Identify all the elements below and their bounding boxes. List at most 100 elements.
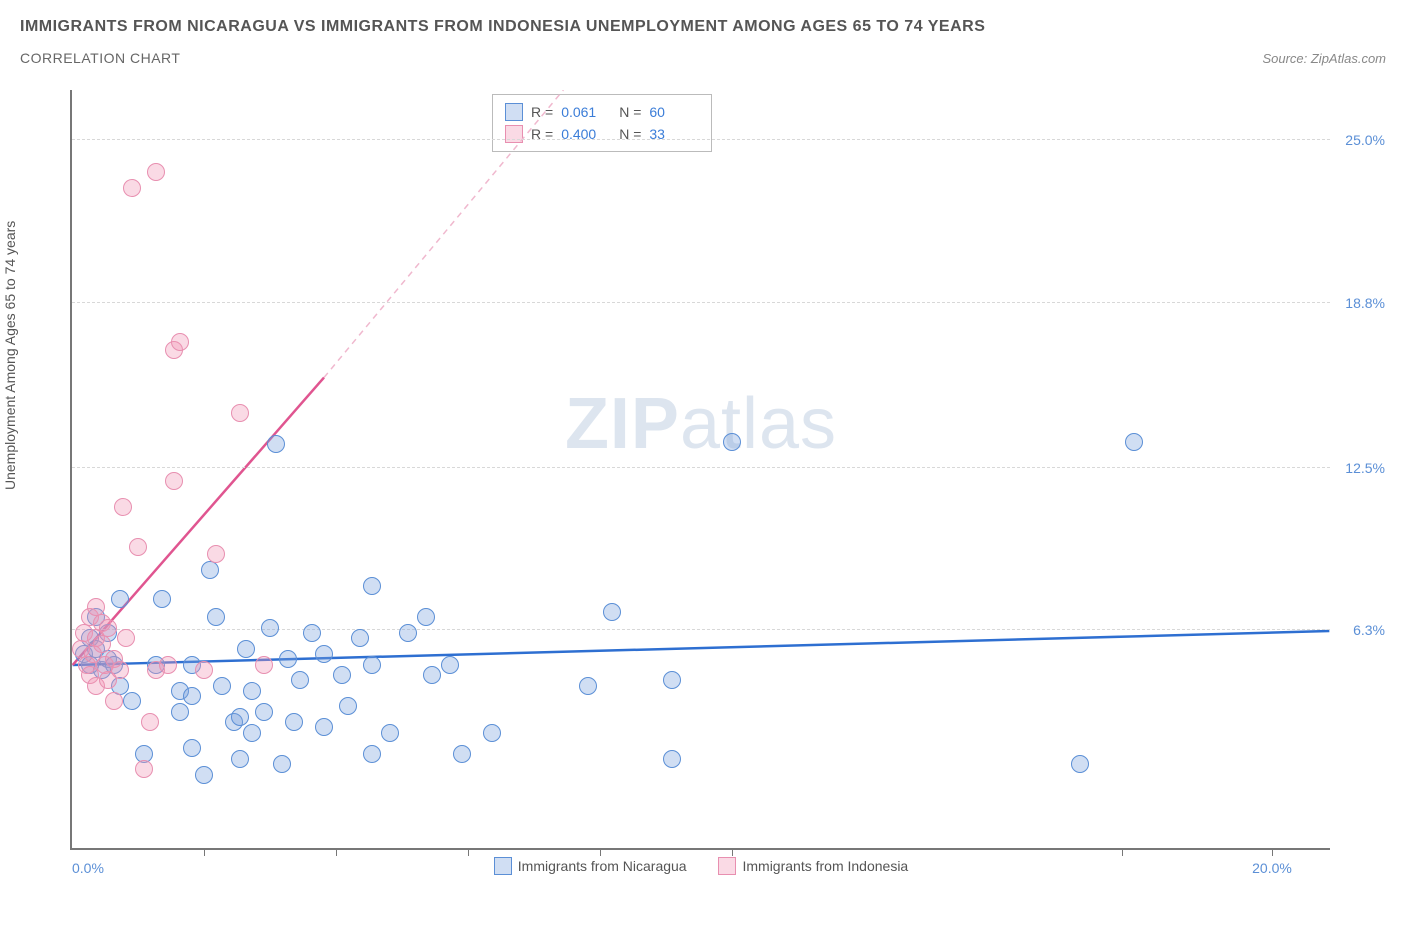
data-point bbox=[153, 590, 171, 608]
legend-label-indonesia: Immigrants from Indonesia bbox=[742, 858, 908, 874]
n-value-nicaragua: 60 bbox=[649, 101, 699, 123]
data-point bbox=[201, 561, 219, 579]
data-point bbox=[231, 708, 249, 726]
data-point bbox=[279, 650, 297, 668]
data-point bbox=[417, 608, 435, 626]
header: IMMIGRANTS FROM NICARAGUA VS IMMIGRANTS … bbox=[0, 0, 1406, 66]
data-point bbox=[255, 703, 273, 721]
data-point bbox=[207, 545, 225, 563]
data-point bbox=[315, 718, 333, 736]
data-point bbox=[255, 656, 273, 674]
plot-area: ZIPatlas R = 0.061 N = 60 R = 0.400 N = … bbox=[70, 90, 1330, 850]
data-point bbox=[603, 603, 621, 621]
data-point bbox=[123, 692, 141, 710]
y-tick-label: 6.3% bbox=[1353, 622, 1385, 638]
gridline bbox=[72, 467, 1330, 468]
x-tick bbox=[336, 848, 337, 856]
data-point bbox=[315, 645, 333, 663]
swatch-nicaragua bbox=[505, 103, 523, 121]
watermark-atlas: atlas bbox=[680, 384, 837, 464]
x-tick bbox=[600, 848, 601, 856]
data-point bbox=[423, 666, 441, 684]
gridline bbox=[72, 302, 1330, 303]
data-point bbox=[243, 724, 261, 742]
data-point bbox=[453, 745, 471, 763]
watermark-zip: ZIP bbox=[565, 384, 680, 464]
data-point bbox=[1071, 755, 1089, 773]
swatch-indonesia bbox=[718, 857, 736, 875]
data-point bbox=[171, 703, 189, 721]
data-point bbox=[147, 163, 165, 181]
data-point bbox=[339, 697, 357, 715]
correlation-chart: Unemployment Among Ages 65 to 74 years Z… bbox=[20, 90, 1386, 890]
data-point bbox=[1125, 433, 1143, 451]
data-point bbox=[111, 661, 129, 679]
legend-item-nicaragua: Immigrants from Nicaragua bbox=[494, 857, 687, 875]
data-point bbox=[303, 624, 321, 642]
x-tick bbox=[732, 848, 733, 856]
y-tick-label: 12.5% bbox=[1345, 460, 1385, 476]
r-value-nicaragua: 0.061 bbox=[561, 101, 611, 123]
data-point bbox=[207, 608, 225, 626]
data-point bbox=[363, 745, 381, 763]
data-point bbox=[291, 671, 309, 689]
stats-row-indonesia: R = 0.400 N = 33 bbox=[505, 123, 699, 145]
subtitle-row: CORRELATION CHART Source: ZipAtlas.com bbox=[20, 50, 1386, 66]
data-point bbox=[123, 179, 141, 197]
data-point bbox=[363, 577, 381, 595]
data-point bbox=[159, 656, 177, 674]
x-tick bbox=[1272, 848, 1273, 856]
data-point bbox=[165, 472, 183, 490]
n-label: N = bbox=[619, 101, 641, 123]
data-point bbox=[267, 435, 285, 453]
watermark: ZIPatlas bbox=[565, 383, 837, 465]
stats-legend: R = 0.061 N = 60 R = 0.400 N = 33 bbox=[492, 94, 712, 152]
x-tick-label: 0.0% bbox=[72, 860, 104, 876]
x-tick bbox=[204, 848, 205, 856]
n-value-indonesia: 33 bbox=[649, 123, 699, 145]
data-point bbox=[237, 640, 255, 658]
data-point bbox=[105, 692, 123, 710]
x-tick-label: 20.0% bbox=[1252, 860, 1292, 876]
data-point bbox=[195, 766, 213, 784]
data-point bbox=[333, 666, 351, 684]
x-tick bbox=[1122, 848, 1123, 856]
page-title: IMMIGRANTS FROM NICARAGUA VS IMMIGRANTS … bbox=[20, 18, 1386, 36]
data-point bbox=[141, 713, 159, 731]
data-point bbox=[663, 671, 681, 689]
data-point bbox=[261, 619, 279, 637]
page-subtitle: CORRELATION CHART bbox=[20, 50, 180, 66]
data-point bbox=[231, 750, 249, 768]
series-legend: Immigrants from Nicaragua Immigrants fro… bbox=[72, 857, 1330, 878]
data-point bbox=[579, 677, 597, 695]
data-point bbox=[171, 333, 189, 351]
n-label: N = bbox=[619, 123, 641, 145]
swatch-nicaragua bbox=[494, 857, 512, 875]
data-point bbox=[231, 404, 249, 422]
r-label: R = bbox=[531, 101, 553, 123]
data-point bbox=[363, 656, 381, 674]
data-point bbox=[723, 433, 741, 451]
data-point bbox=[183, 687, 201, 705]
r-label: R = bbox=[531, 123, 553, 145]
y-axis-label: Unemployment Among Ages 65 to 74 years bbox=[2, 221, 18, 490]
y-tick-label: 18.8% bbox=[1345, 295, 1385, 311]
data-point bbox=[441, 656, 459, 674]
data-point bbox=[93, 635, 111, 653]
data-point bbox=[663, 750, 681, 768]
legend-item-indonesia: Immigrants from Indonesia bbox=[718, 857, 908, 875]
legend-label-nicaragua: Immigrants from Nicaragua bbox=[518, 858, 687, 874]
data-point bbox=[114, 498, 132, 516]
data-point bbox=[135, 760, 153, 778]
data-point bbox=[351, 629, 369, 647]
data-point bbox=[381, 724, 399, 742]
data-point bbox=[99, 619, 117, 637]
data-point bbox=[213, 677, 231, 695]
data-point bbox=[117, 629, 135, 647]
data-point bbox=[195, 661, 213, 679]
r-value-indonesia: 0.400 bbox=[561, 123, 611, 145]
y-tick-label: 25.0% bbox=[1345, 132, 1385, 148]
data-point bbox=[183, 739, 201, 757]
gridline bbox=[72, 139, 1330, 140]
data-point bbox=[399, 624, 417, 642]
